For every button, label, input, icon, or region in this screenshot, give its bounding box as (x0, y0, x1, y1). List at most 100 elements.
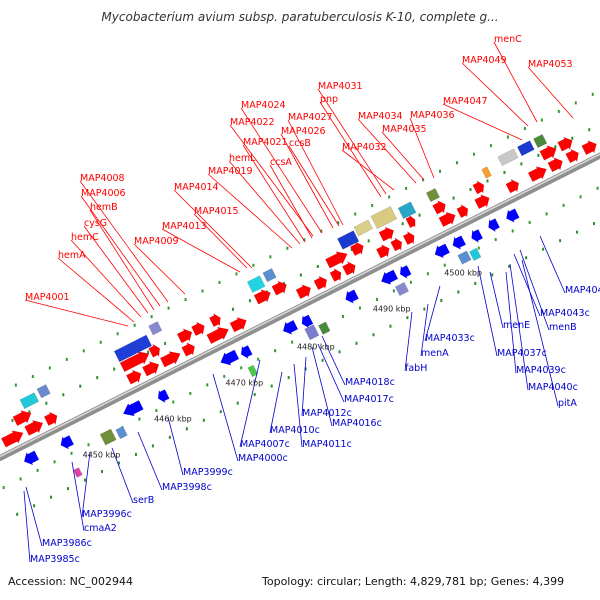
reverse-gene-arrow[interactable] (282, 319, 299, 335)
reverse-feature-box[interactable] (318, 321, 331, 335)
forward-gene-label[interactable]: MAP4022 (230, 117, 275, 128)
reverse-gene-arrow[interactable] (381, 269, 399, 285)
reverse-gene-arrow[interactable] (157, 389, 170, 404)
forward-gene-arrow[interactable] (539, 145, 557, 161)
forward-gene-label[interactable]: menC (494, 34, 522, 45)
forward-gene-arrow[interactable] (527, 166, 547, 183)
forward-gene-arrow[interactable] (350, 241, 364, 256)
forward-gene-arrow[interactable] (142, 361, 160, 377)
forward-gene-arrow[interactable] (181, 342, 195, 357)
forward-feature-box[interactable] (36, 384, 51, 399)
reverse-gene-label[interactable]: MAP4046c (565, 285, 600, 296)
forward-feature-box[interactable] (517, 140, 535, 157)
reverse-gene-label[interactable]: MAP4040c (528, 382, 578, 393)
reverse-feature-box[interactable] (115, 425, 128, 440)
reverse-gene-label[interactable]: MAP4033c (425, 333, 475, 344)
forward-gene-label[interactable]: MAP4009 (134, 236, 179, 247)
forward-gene-arrow[interactable] (472, 180, 485, 195)
forward-gene-arrow[interactable] (176, 328, 193, 344)
forward-gene-label[interactable]: pnp (320, 94, 338, 105)
reverse-feature-box[interactable] (457, 250, 472, 265)
reverse-gene-label[interactable]: MAP4007c (240, 439, 290, 450)
forward-gene-arrow[interactable] (148, 343, 161, 358)
forward-feature-box[interactable] (148, 321, 163, 336)
reverse-gene-arrow[interactable] (220, 349, 240, 366)
forward-gene-arrow[interactable] (547, 157, 563, 173)
forward-gene-arrow[interactable] (456, 203, 469, 219)
reverse-feature-box[interactable] (73, 467, 83, 478)
reverse-feature-box[interactable] (304, 324, 320, 341)
reverse-gene-label[interactable]: MAP3996c (82, 509, 132, 520)
forward-feature-box[interactable] (246, 275, 266, 293)
reverse-gene-label[interactable]: menA (421, 348, 449, 359)
reverse-feature-box[interactable] (247, 364, 259, 378)
forward-feature-box[interactable] (262, 268, 277, 283)
forward-gene-arrow[interactable] (405, 214, 416, 229)
forward-feature-box[interactable] (337, 230, 360, 250)
forward-gene-label[interactable]: ccsA (270, 157, 292, 168)
forward-gene-arrow[interactable] (581, 140, 597, 156)
forward-gene-label[interactable]: MAP4047 (443, 96, 488, 107)
forward-gene-label[interactable]: cysG (84, 218, 107, 229)
forward-feature-box[interactable] (497, 148, 519, 167)
reverse-gene-label[interactable]: serB (133, 495, 154, 506)
reverse-gene-label[interactable]: MAP4017c (344, 394, 394, 405)
reverse-gene-arrow[interactable] (452, 235, 467, 250)
reverse-gene-label[interactable]: MAP3986c (42, 538, 92, 549)
reverse-gene-arrow[interactable] (345, 289, 359, 304)
forward-gene-arrow[interactable] (0, 430, 24, 448)
reverse-gene-label[interactable]: pitA (558, 398, 577, 409)
reverse-feature-box[interactable] (469, 247, 482, 261)
forward-gene-label[interactable]: MAP4001 (25, 292, 70, 303)
forward-gene-arrow[interactable] (325, 251, 348, 269)
forward-gene-label[interactable]: MAP4015 (194, 206, 239, 217)
forward-gene-arrow[interactable] (557, 136, 573, 152)
forward-gene-arrow[interactable] (43, 411, 58, 426)
reverse-gene-arrow[interactable] (434, 243, 451, 259)
reverse-gene-arrow[interactable] (488, 218, 501, 233)
reverse-gene-label[interactable]: MAP3999c (183, 467, 233, 478)
forward-gene-label[interactable]: MAP4032 (342, 142, 387, 153)
forward-gene-arrow[interactable] (208, 312, 221, 328)
forward-gene-label[interactable]: MAP4053 (528, 59, 573, 70)
forward-gene-label[interactable]: hemA (58, 250, 86, 261)
reverse-gene-arrow[interactable] (301, 314, 314, 329)
forward-gene-arrow[interactable] (376, 244, 390, 259)
reverse-gene-arrow[interactable] (240, 345, 253, 360)
forward-gene-arrow[interactable] (229, 316, 247, 333)
forward-gene-label[interactable]: MAP4014 (174, 182, 219, 193)
forward-gene-arrow[interactable] (438, 211, 456, 228)
reverse-gene-label[interactable]: MAP3985c (30, 554, 80, 565)
forward-gene-arrow[interactable] (342, 261, 356, 276)
reverse-gene-label[interactable]: menE (503, 320, 530, 331)
forward-gene-label[interactable]: MAP4006 (81, 188, 126, 199)
forward-gene-arrow[interactable] (12, 410, 32, 427)
reverse-gene-label[interactable]: fabH (405, 363, 427, 374)
reverse-gene-arrow[interactable] (506, 208, 520, 223)
forward-gene-arrow[interactable] (565, 148, 579, 164)
reverse-feature-box[interactable] (394, 281, 410, 297)
reverse-feature-box[interactable] (99, 428, 117, 446)
forward-gene-arrow[interactable] (313, 275, 328, 291)
forward-gene-arrow[interactable] (125, 369, 142, 385)
reverse-gene-label[interactable]: MAP4043c (540, 308, 590, 319)
forward-feature-box[interactable] (533, 133, 548, 149)
forward-gene-label[interactable]: MAP4035 (382, 124, 427, 135)
forward-gene-arrow[interactable] (119, 351, 150, 373)
forward-gene-arrow[interactable] (206, 326, 229, 345)
forward-gene-label[interactable]: ccsB (289, 138, 311, 149)
forward-gene-label[interactable]: MAP4021 (243, 137, 288, 148)
forward-gene-arrow[interactable] (432, 200, 446, 215)
forward-gene-label[interactable]: MAP4036 (410, 110, 455, 121)
forward-gene-arrow[interactable] (295, 284, 312, 300)
reverse-gene-arrow[interactable] (399, 264, 412, 280)
forward-feature-box[interactable] (481, 166, 492, 179)
forward-gene-arrow[interactable] (191, 321, 205, 337)
forward-gene-arrow[interactable] (390, 237, 403, 252)
forward-gene-label[interactable]: MAP4026 (281, 126, 326, 137)
forward-gene-label[interactable]: MAP4008 (80, 173, 125, 184)
forward-gene-arrow[interactable] (474, 194, 490, 210)
forward-gene-label[interactable]: hemC (71, 232, 99, 243)
forward-gene-arrow[interactable] (329, 267, 342, 282)
